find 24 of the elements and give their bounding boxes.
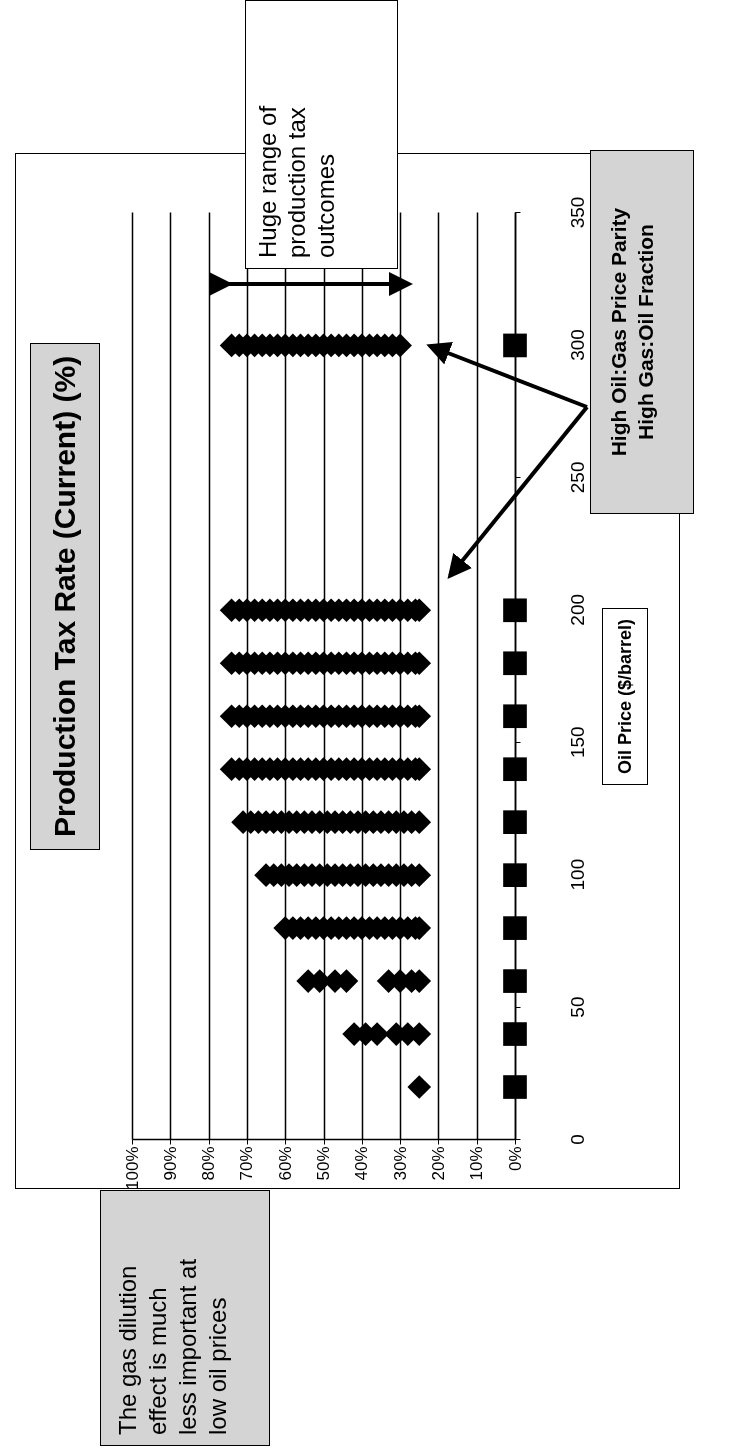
x-tick-label: 0%	[505, 1146, 525, 1172]
y-tick-label: 250	[566, 461, 588, 494]
x-tick-label: 70%	[237, 1146, 257, 1181]
note-box: Huge range of production tax outcomes	[245, 0, 398, 269]
x-tick-label: 20%	[428, 1146, 448, 1181]
x-tick-label: 50%	[314, 1146, 333, 1181]
y-axis-title: Oil Price ($/barrel)	[602, 607, 648, 785]
x-tick-label: 100%	[122, 1146, 142, 1190]
x-tick-label: 80%	[199, 1146, 219, 1181]
y-tick-label: 350	[566, 196, 588, 229]
text: High Oil:Gas Price Parity High Gas:Oil Fraction	[590, 150, 694, 514]
y-tick-label: 0	[566, 1134, 588, 1145]
y-tick-label: 100	[566, 858, 588, 891]
x-tick-label: 60%	[275, 1146, 295, 1181]
x-tick-label: 30%	[390, 1146, 410, 1181]
text: The gas dilution effect is much less important at low oil prices	[100, 1190, 270, 1446]
y-tick-label: 200	[566, 593, 588, 626]
x-tick-label: 90%	[160, 1146, 180, 1181]
text: Production Tax Rate (Current) (%)	[30, 342, 100, 850]
x-tick-label: 40%	[352, 1146, 372, 1181]
y-tick-label: 300	[566, 329, 588, 361]
x-tick-label: 10%	[467, 1146, 487, 1181]
y-tick-label: 150	[566, 726, 588, 759]
y-tick-label: 50	[566, 996, 588, 1018]
